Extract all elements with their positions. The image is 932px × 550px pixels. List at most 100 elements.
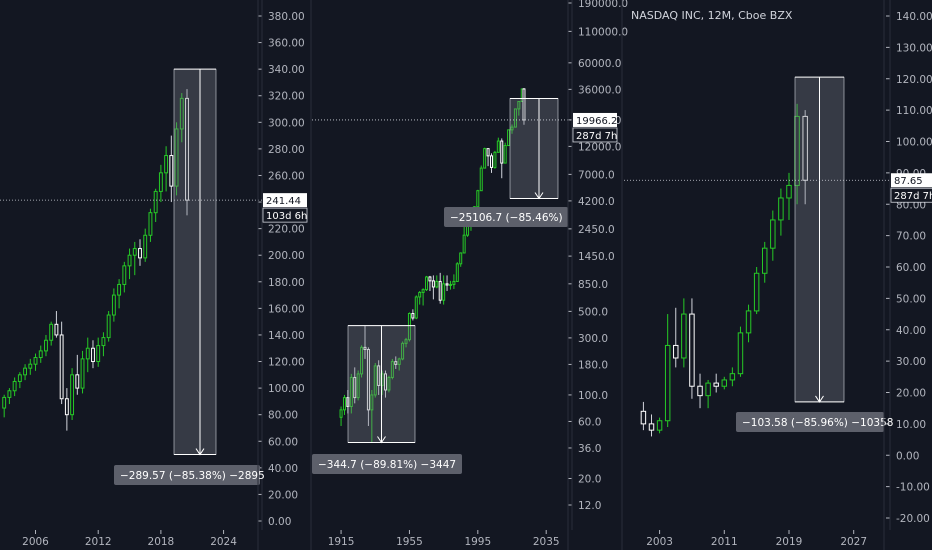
candle-body: [169, 155, 174, 187]
y-tick-label: 140.00: [268, 330, 305, 342]
candle-body: [366, 348, 370, 411]
y-tick-label: 12000.0: [578, 141, 621, 153]
candle-body: [17, 374, 22, 382]
y-tick-label: 80.00: [268, 410, 298, 422]
y-tick-label: 60.0: [578, 416, 601, 428]
candle-body: [673, 344, 679, 359]
measure-label-bg: [736, 412, 884, 432]
candle-body: [370, 394, 374, 411]
candle-body: [455, 263, 459, 282]
candle-body: [339, 409, 343, 418]
candle-body: [729, 373, 736, 381]
candle-body: [387, 376, 391, 391]
chart-panel-2[interactable]: 12.0 20.0 36.0 60.0 100.0 180.0 300.0 500.0 850.…: [312, 0, 628, 548]
current-price-text: 19966.2: [576, 116, 617, 127]
chart-panel-3[interactable]: NASDAQ INC, 12M, Cboe BZX -20.00 -10.00 0.…: [624, 0, 932, 548]
y-tick-label: 180.00: [268, 277, 305, 289]
measure-label: −25106.7 (−85.46%): [444, 207, 568, 227]
countdown-text: 103d 6h: [266, 211, 307, 222]
candle-body: [778, 197, 784, 221]
y-tick-label: 160.00: [268, 303, 305, 315]
measure-arrow-head: [377, 436, 386, 444]
y-tick-label: 4200.0: [578, 196, 615, 208]
candle-body: [397, 358, 401, 365]
candle-body: [49, 323, 54, 341]
measure-label-bg: [444, 207, 568, 227]
y-tick-label: 500.0: [578, 306, 608, 318]
y-tick-label: 10.00: [896, 419, 926, 431]
countdown-tag: [890, 187, 932, 203]
candle-body: [373, 365, 377, 396]
chart-title: NASDAQ INC, 12M, Cboe BZX: [631, 9, 793, 22]
measure-label-text: −344.7 (−89.81%) −3447: [318, 459, 456, 471]
measure-arrow-head: [195, 448, 205, 456]
candle-body: [185, 97, 189, 201]
current-price-tag: [573, 112, 617, 127]
countdown-text: 287d 7h: [894, 191, 932, 202]
candle-body: [164, 155, 169, 174]
candle-body: [479, 167, 483, 192]
candle-body: [384, 373, 388, 391]
y-tick-label: -20.00: [896, 513, 930, 525]
candle-body: [664, 344, 671, 422]
x-tick-label: 2011: [711, 536, 738, 548]
candle-body: [496, 140, 500, 153]
candle-body: [507, 129, 511, 147]
y-tick-label: 36.0: [578, 443, 601, 455]
candle-body: [510, 126, 514, 131]
candle-body: [431, 280, 435, 288]
y-tick-label: 12.0: [578, 500, 601, 512]
y-tick-label: 100.00: [268, 383, 305, 395]
candle-body: [7, 390, 12, 398]
candle-body: [489, 155, 493, 168]
candle-body: [493, 151, 497, 168]
candle-body: [85, 347, 90, 360]
candle-body: [753, 272, 760, 312]
candle-body: [91, 347, 95, 363]
y-tick-label: 140.00: [896, 11, 932, 23]
candle-body: [770, 219, 776, 249]
x-tick-label: 1995: [464, 536, 491, 548]
y-tick-label: 110000.0: [578, 26, 628, 38]
y-tick-label: 50.00: [896, 293, 926, 305]
candle-body: [143, 234, 148, 259]
candle-body: [38, 350, 43, 359]
countdown-tag: [262, 207, 308, 223]
candle-body: [132, 248, 137, 256]
y-tick-label: 20.00: [268, 489, 298, 501]
candle-body: [802, 115, 808, 181]
candle-body: [394, 361, 398, 365]
y-tick-label: -10.00: [896, 482, 930, 494]
y-tick-label: 320.00: [268, 91, 305, 103]
measure-box: [173, 68, 217, 455]
candle-body: [411, 312, 415, 319]
y-tick-label: 110.00: [896, 105, 932, 117]
candle-body: [445, 283, 449, 286]
y-tick-label: 380.00: [268, 11, 305, 23]
measure-box: [509, 98, 559, 199]
measure-label: −344.7 (−89.81%) −3447: [312, 454, 462, 474]
candle-body: [349, 376, 353, 408]
chart-panel-1[interactable]: 0.00 20.00 40.00 60.00 80.00 100.00 120.00 140.…: [0, 0, 308, 548]
candle-body: [648, 423, 655, 431]
candle-body: [513, 108, 517, 128]
candle-body: [640, 410, 647, 425]
current-price-tag: [891, 173, 932, 188]
measure-arrow-head: [815, 395, 824, 403]
x-tick-label: 2012: [85, 536, 112, 548]
candle-body: [2, 396, 7, 409]
candle-body: [54, 323, 59, 336]
candle-body: [390, 361, 394, 378]
x-tick-label: 2019: [776, 536, 803, 548]
x-tick-label: 2027: [840, 536, 867, 548]
candle-body: [689, 313, 695, 387]
y-tick-label: 2450.0: [578, 224, 615, 236]
candle-body: [80, 358, 85, 389]
y-tick-label: 200.00: [268, 250, 305, 262]
y-tick-label: 0.00: [268, 516, 291, 528]
candle-body: [75, 374, 80, 389]
candle-body: [12, 380, 17, 392]
measure-label-bg: [312, 454, 462, 474]
measure-label-bg: [114, 465, 260, 485]
candle-body: [117, 283, 122, 296]
